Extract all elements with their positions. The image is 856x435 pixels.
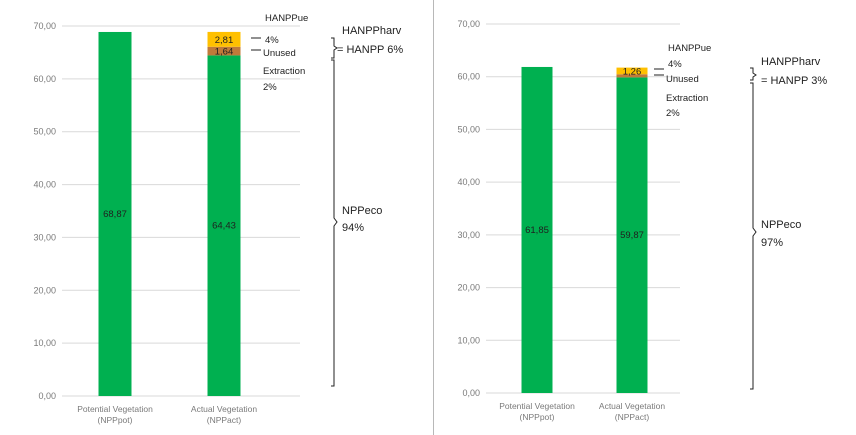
data-label: 1,26 [623,66,642,77]
bar-hanppue [616,67,648,75]
data-label: 68,87 [103,209,127,220]
y-tick-label: 10,00 [33,338,56,348]
y-tick-label: 30,00 [33,232,56,242]
hanppue-label: HANPPue [668,43,711,54]
data-label: 64,43 [212,221,236,232]
hanppue-pct: 4% [668,59,682,70]
y-tick-label: 40,00 [33,180,56,190]
hanpp-total-label: = HANPP 3% [761,75,827,87]
extraction-label: Extraction [263,66,305,77]
bar-nppeco [616,77,648,394]
chart-panel-left: 0,00 10,00 20,00 30,00 40,00 50,00 60,00 70,00 6… [33,0,434,435]
unused-label: Unused [263,48,296,59]
y-tick-label: 10,00 [457,335,480,345]
y-tick-label: 60,00 [457,72,480,82]
hanppharv-label: HANPPharv [761,56,821,68]
data-label: 59,87 [620,230,644,241]
extraction-pct: 2% [263,82,277,93]
bar-hanppue [207,31,241,47]
hanppharv-bracket [750,67,757,81]
hanppue-pct: 4% [265,35,279,46]
y-tick-label: 60,00 [33,74,56,84]
x-tick-label: Actual Vegetation [599,401,665,411]
chart-left-svg: 0,00 10,00 20,00 30,00 40,00 50,00 60,00 70,00 6… [33,13,403,425]
y-tick-label: 50,00 [457,124,480,134]
hanppharv-label: HANPPharv [342,25,402,37]
x-tick-label: Potential Vegetation [499,401,575,411]
nppeco-pct: 94% [342,222,364,234]
nppeco-bracket [750,82,757,390]
bar-unused-extraction [207,46,241,56]
x-tick-label: (NPPact) [207,415,242,425]
hanppharv-bracket [331,37,338,59]
data-label: 1,64 [215,47,234,58]
bar-nppeco [98,31,132,396]
x-tick-label: Actual Vegetation [191,404,257,414]
x-tick-label: Potential Vegetation [77,404,153,414]
extraction-pct: 2% [666,108,680,119]
x-tick-label: (NPPact) [615,412,650,422]
nppeco-label: NPPeco [761,219,801,231]
y-tick-label: 70,00 [457,19,480,29]
y-tick-label: 70,00 [33,21,56,31]
data-label: 2,81 [215,35,234,46]
x-tick-label: (NPPpot) [520,412,555,422]
y-tick-label: 30,00 [457,230,480,240]
y-tick-label: 0,00 [462,388,480,398]
nppeco-label: NPPeco [342,205,382,217]
nppeco-pct: 97% [761,237,783,249]
bar-unused-extraction [616,74,648,78]
unused-label: Unused [666,74,699,85]
hanpp-total-label: = HANPP 6% [337,44,403,56]
hanppue-label: HANPPue [265,13,308,24]
y-tick-label: 50,00 [33,127,56,137]
y-tick-label: 20,00 [457,283,480,293]
nppeco-bracket [331,59,338,387]
bar-nppeco [207,55,241,396]
chart-panel-right: 0,00 10,00 20,00 30,00 40,00 50,00 60,00 70,00 6… [434,0,856,435]
y-tick-label: 0,00 [38,391,56,401]
y-tick-label: 20,00 [33,285,56,295]
x-tick-label: (NPPpot) [98,415,133,425]
data-label: 61,85 [525,225,549,236]
extraction-label: Extraction [666,93,708,104]
bar-nppeco [521,66,553,393]
y-tick-label: 40,00 [457,177,480,187]
chart-right-svg: 0,00 10,00 20,00 30,00 40,00 50,00 60,00 70,00 6… [457,19,827,422]
